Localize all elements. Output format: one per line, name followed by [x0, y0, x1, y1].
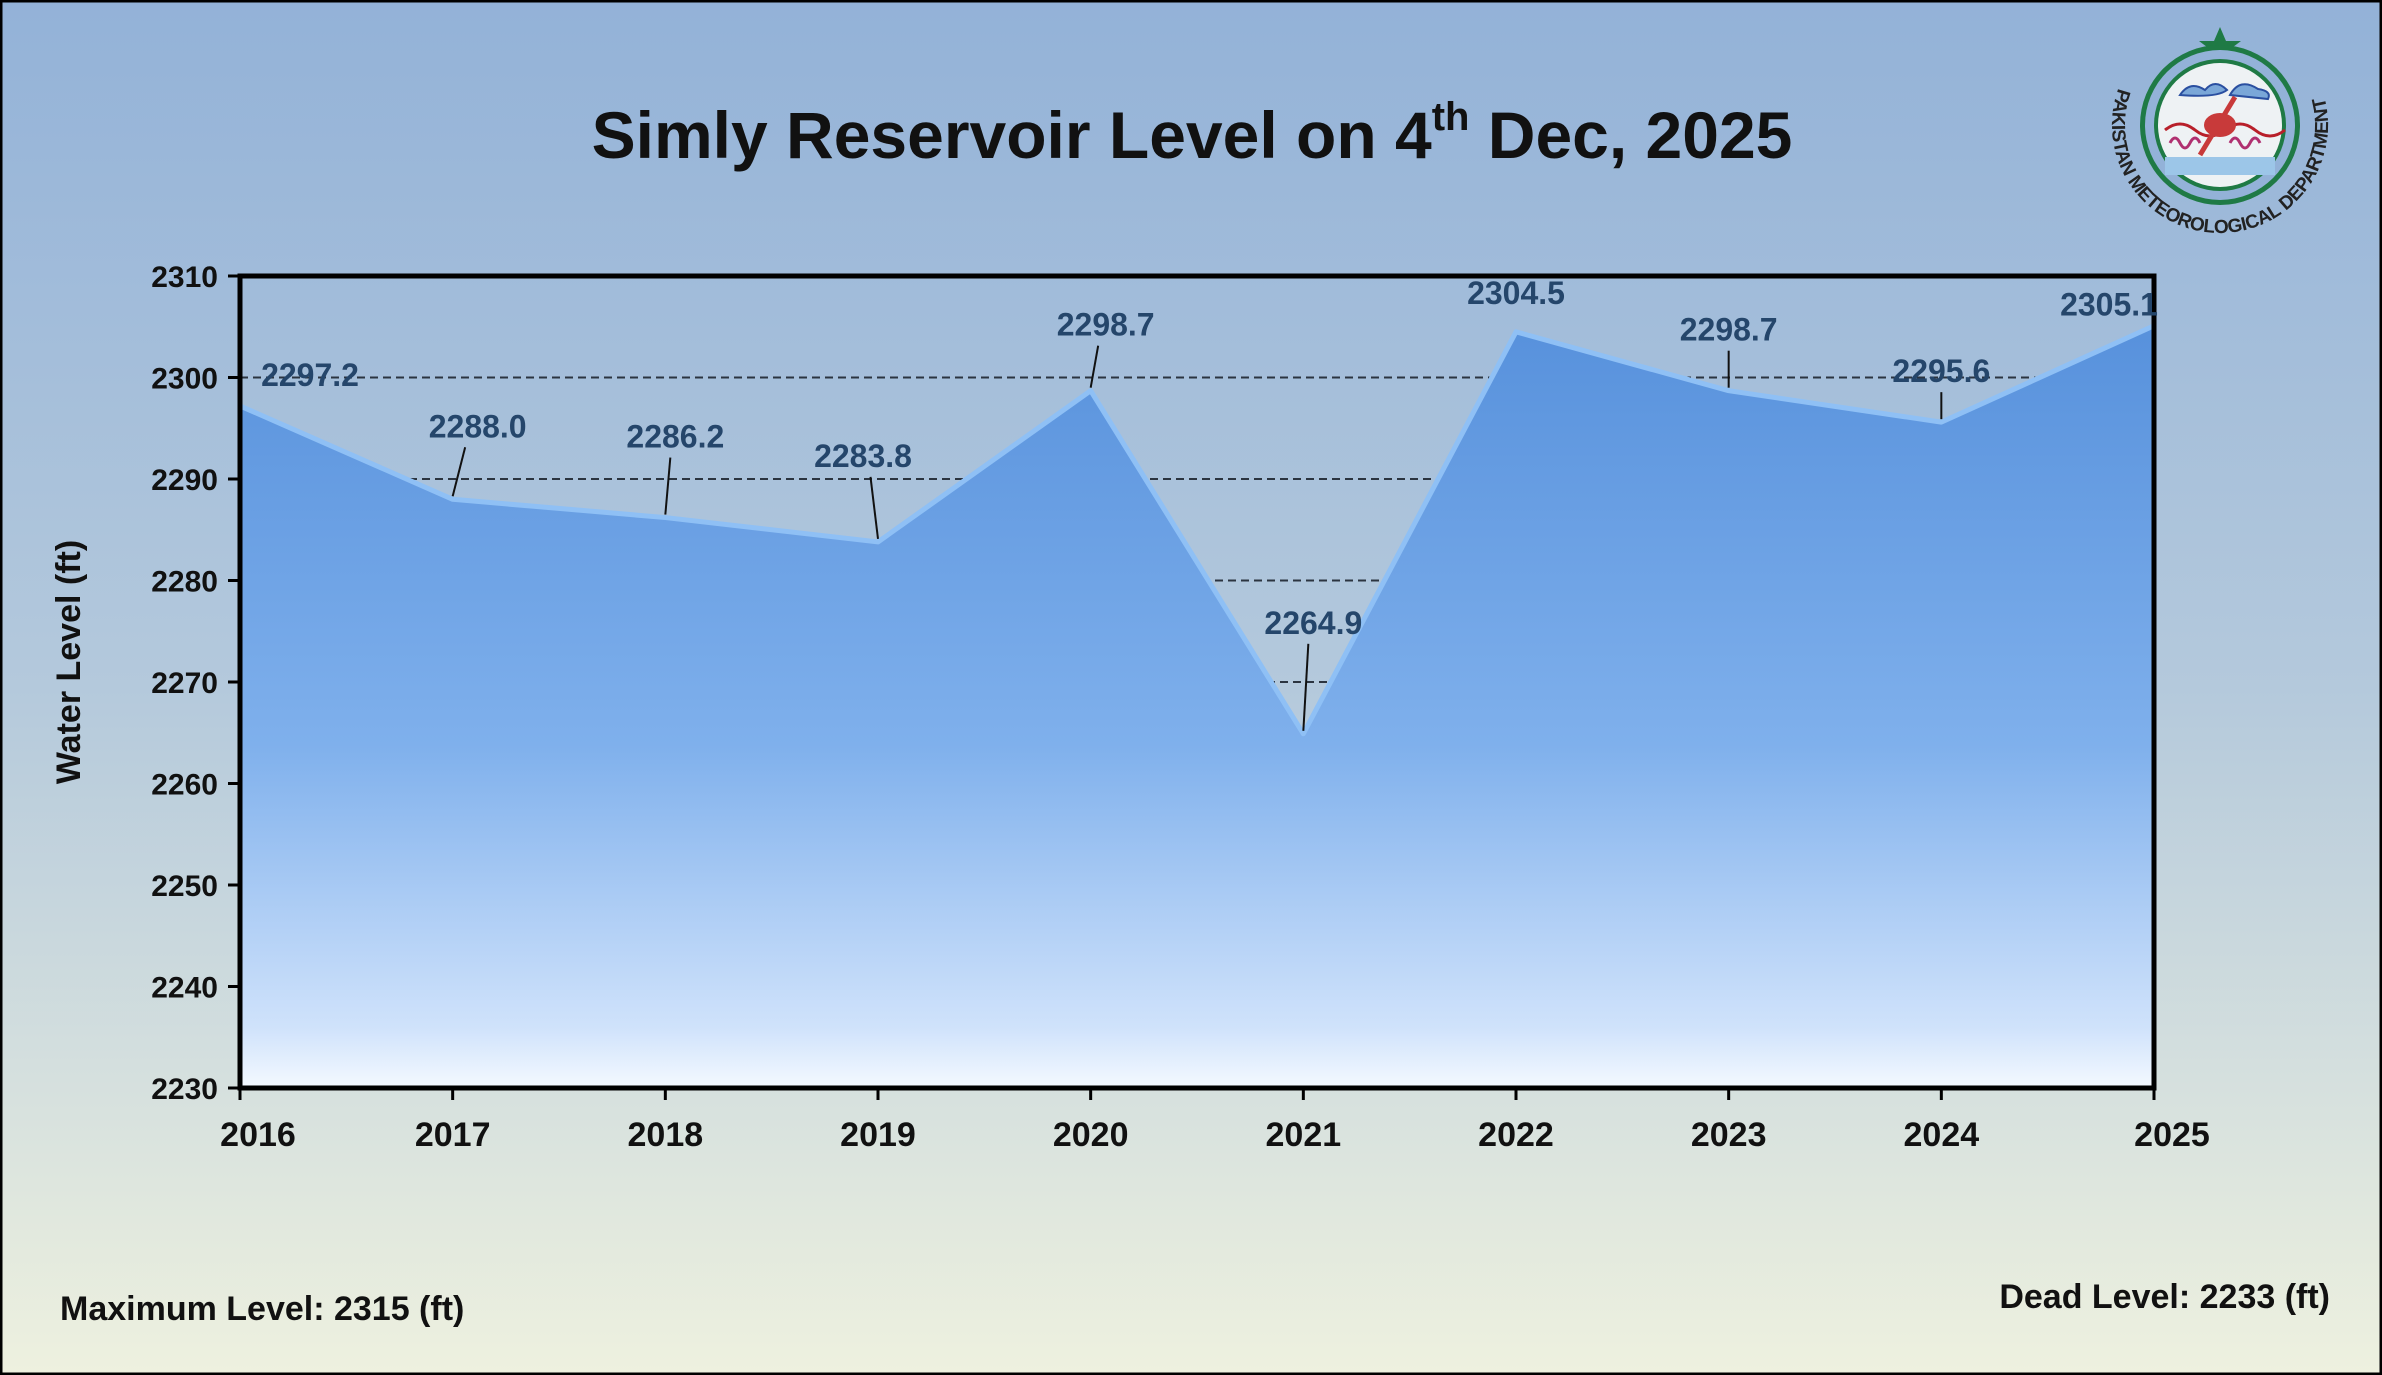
y-tick-label: 2260 — [151, 769, 218, 802]
x-tick-label: 2018 — [628, 1116, 704, 1154]
x-tick-label: 2022 — [1478, 1116, 1554, 1154]
x-tick-label: 2021 — [1266, 1116, 1342, 1154]
y-tick-label: 2250 — [151, 870, 218, 903]
x-tick-label: 2019 — [840, 1116, 916, 1154]
dead-level-note: Dead Level: 2233 (ft) — [1999, 1278, 2330, 1316]
y-axis-title: Water Level (ft) — [50, 540, 88, 784]
max-level-note: Maximum Level: 2315 (ft) — [60, 1290, 464, 1328]
x-tick-label: 2023 — [1691, 1116, 1767, 1154]
y-tick-label: 2300 — [151, 363, 218, 396]
data-label: 2288.0 — [429, 408, 527, 444]
y-tick-label: 2290 — [151, 464, 218, 497]
data-label: 2304.5 — [1467, 275, 1565, 311]
area-top-edge — [238, 323, 2156, 737]
x-tick-label: 2020 — [1053, 1116, 1129, 1154]
y-tick-label: 2270 — [151, 667, 218, 700]
data-label: 2298.7 — [1057, 307, 1155, 343]
area-series — [240, 325, 2154, 1088]
label-leader-line — [1302, 643, 1310, 731]
data-labels: 2297.2 2288.0 2286.2 2283.8 2298.7 2264.9 2304… — [261, 275, 2158, 731]
x-tick-label: 2025 — [2134, 1116, 2210, 1154]
plot-frame — [237, 273, 2157, 1091]
y-tick-label: 2230 — [151, 1073, 218, 1106]
label-leader-line — [664, 457, 672, 515]
data-label: 2283.8 — [814, 438, 912, 474]
data-label: 2305.1 — [2060, 287, 2158, 323]
label-leader-line — [1089, 345, 1100, 388]
x-tick-label: 2017 — [415, 1116, 491, 1154]
label-leader-line — [869, 476, 879, 540]
chart-title: Simly Reservoir Level on 4th Dec, 2025 — [592, 95, 1793, 172]
data-label: 2295.6 — [1892, 353, 1990, 389]
axes: 2230 2240 2250 2260 2270 2280 2290 2300 2310 2016… — [151, 261, 2210, 1154]
label-leader-line — [451, 447, 467, 497]
data-label: 2298.7 — [1680, 312, 1778, 348]
y-tick-label: 2280 — [151, 566, 218, 599]
data-label: 2297.2 — [261, 357, 359, 393]
data-label: 2286.2 — [626, 419, 724, 455]
x-tick-label: 2024 — [1904, 1116, 1980, 1154]
x-tick-label: 2016 — [220, 1116, 296, 1154]
data-label: 2264.9 — [1264, 605, 1362, 641]
y-tick-label: 2310 — [151, 261, 218, 294]
y-tick-label: 2240 — [151, 972, 218, 1005]
plot-area — [238, 323, 2156, 1088]
